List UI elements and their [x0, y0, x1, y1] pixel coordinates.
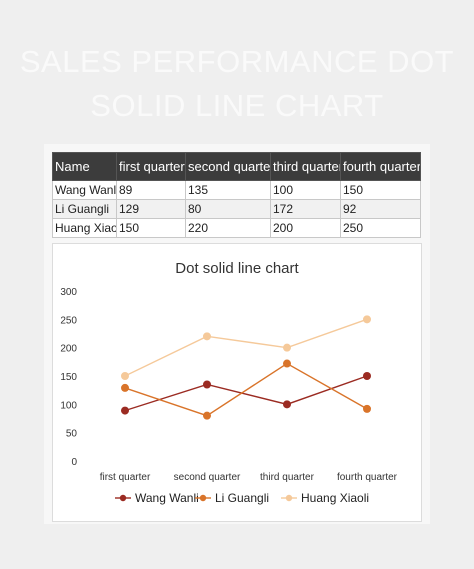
table-cell[interactable]: Li Guangli — [52, 199, 117, 219]
data-point[interactable] — [363, 315, 371, 324]
table-row: Wang Wanli 89 135 100 150 — [52, 180, 421, 200]
y-tick-label: 250 — [60, 315, 77, 326]
table-cell[interactable]: 135 — [185, 180, 271, 200]
table-cell[interactable]: 150 — [116, 218, 186, 238]
legend-label: Huang Xiaoli — [301, 491, 369, 505]
data-point[interactable] — [121, 383, 129, 392]
x-tick-label: fourth quarter — [337, 472, 398, 483]
legend-marker — [119, 494, 127, 502]
header-cell-name[interactable]: Name — [52, 152, 117, 181]
data-point[interactable] — [363, 404, 371, 413]
y-tick-label: 150 — [60, 372, 77, 383]
y-tick-label: 200 — [60, 344, 77, 355]
table-cell[interactable]: 100 — [270, 180, 341, 200]
table-cell[interactable]: 220 — [185, 218, 271, 238]
series-line[interactable] — [124, 375, 368, 412]
table-cell[interactable]: 129 — [116, 199, 186, 219]
data-point[interactable] — [203, 332, 211, 341]
data-point[interactable] — [283, 343, 291, 352]
series-line[interactable] — [124, 362, 368, 417]
chart-area[interactable]: Dot solid line chart 0 50 100 150 200 250 300 … — [52, 243, 422, 522]
page-banner: SALES PERFORMANCE DOT SOLID LINE CHART — [0, 40, 474, 128]
data-point[interactable] — [283, 400, 291, 409]
y-tick-label: 300 — [60, 287, 77, 298]
y-tick-label: 0 — [71, 457, 77, 468]
legend-label: Li Guangli — [215, 491, 269, 505]
data-point[interactable] — [121, 406, 129, 415]
table-cell[interactable]: 200 — [270, 218, 341, 238]
x-axis: first quarter second quarter third quarter… — [100, 472, 398, 483]
table-row: Huang Xiaoli 150 220 200 250 — [52, 218, 421, 238]
table-cell[interactable]: 150 — [340, 180, 421, 200]
table-header-row: Name first quarter second quarter third … — [52, 152, 421, 181]
table-cell[interactable]: Wang Wanli — [52, 180, 117, 200]
legend-marker — [199, 494, 207, 502]
x-tick-label: first quarter — [100, 472, 151, 483]
header-cell-q1[interactable]: first quarter — [116, 152, 186, 181]
legend-label: Wang Wanli — [135, 491, 199, 505]
header-cell-q4[interactable]: fourth quarter — [340, 152, 421, 181]
table-row: Li Guangli 129 80 172 92 — [52, 199, 421, 219]
table-cell[interactable]: Huang Xiaoli — [52, 218, 117, 238]
x-tick-label: third quarter — [260, 472, 315, 483]
header-cell-q2[interactable]: second quarter — [185, 152, 271, 181]
data-point[interactable] — [203, 380, 211, 389]
series-line[interactable] — [124, 318, 368, 377]
line-chart: Dot solid line chart 050100150200250300 … — [60, 260, 398, 505]
series-points — [121, 315, 371, 420]
header-cell-q3[interactable]: third quarter — [270, 152, 341, 181]
table-cell[interactable]: 250 — [340, 218, 421, 238]
x-tick-label: second quarter — [174, 472, 241, 483]
banner-line-1: SALES PERFORMANCE DOT — [19, 44, 455, 79]
table-cell[interactable]: 92 — [340, 199, 421, 219]
table-cell[interactable]: 172 — [270, 199, 341, 219]
chart-legend[interactable]: Wang Wanli Li Guangli Huang Xiaoli — [115, 491, 369, 505]
data-point[interactable] — [203, 411, 211, 420]
banner-line-2: SOLID LINE CHART — [90, 88, 384, 123]
legend-marker — [285, 494, 293, 502]
data-point[interactable] — [363, 372, 371, 380]
data-point[interactable] — [121, 372, 129, 380]
y-tick-label: 100 — [60, 400, 77, 411]
y-tick-label: 50 — [66, 429, 78, 440]
series-lines — [124, 318, 368, 417]
table-cell[interactable]: 80 — [185, 199, 271, 219]
table-cell[interactable]: 89 — [116, 180, 186, 200]
sales-table: Name first quarter second quarter third … — [52, 152, 421, 238]
chart-title: Dot solid line chart — [175, 260, 299, 277]
y-axis: 0 50 100 150 200 250 300 — [60, 287, 77, 468]
data-point[interactable] — [283, 359, 291, 368]
